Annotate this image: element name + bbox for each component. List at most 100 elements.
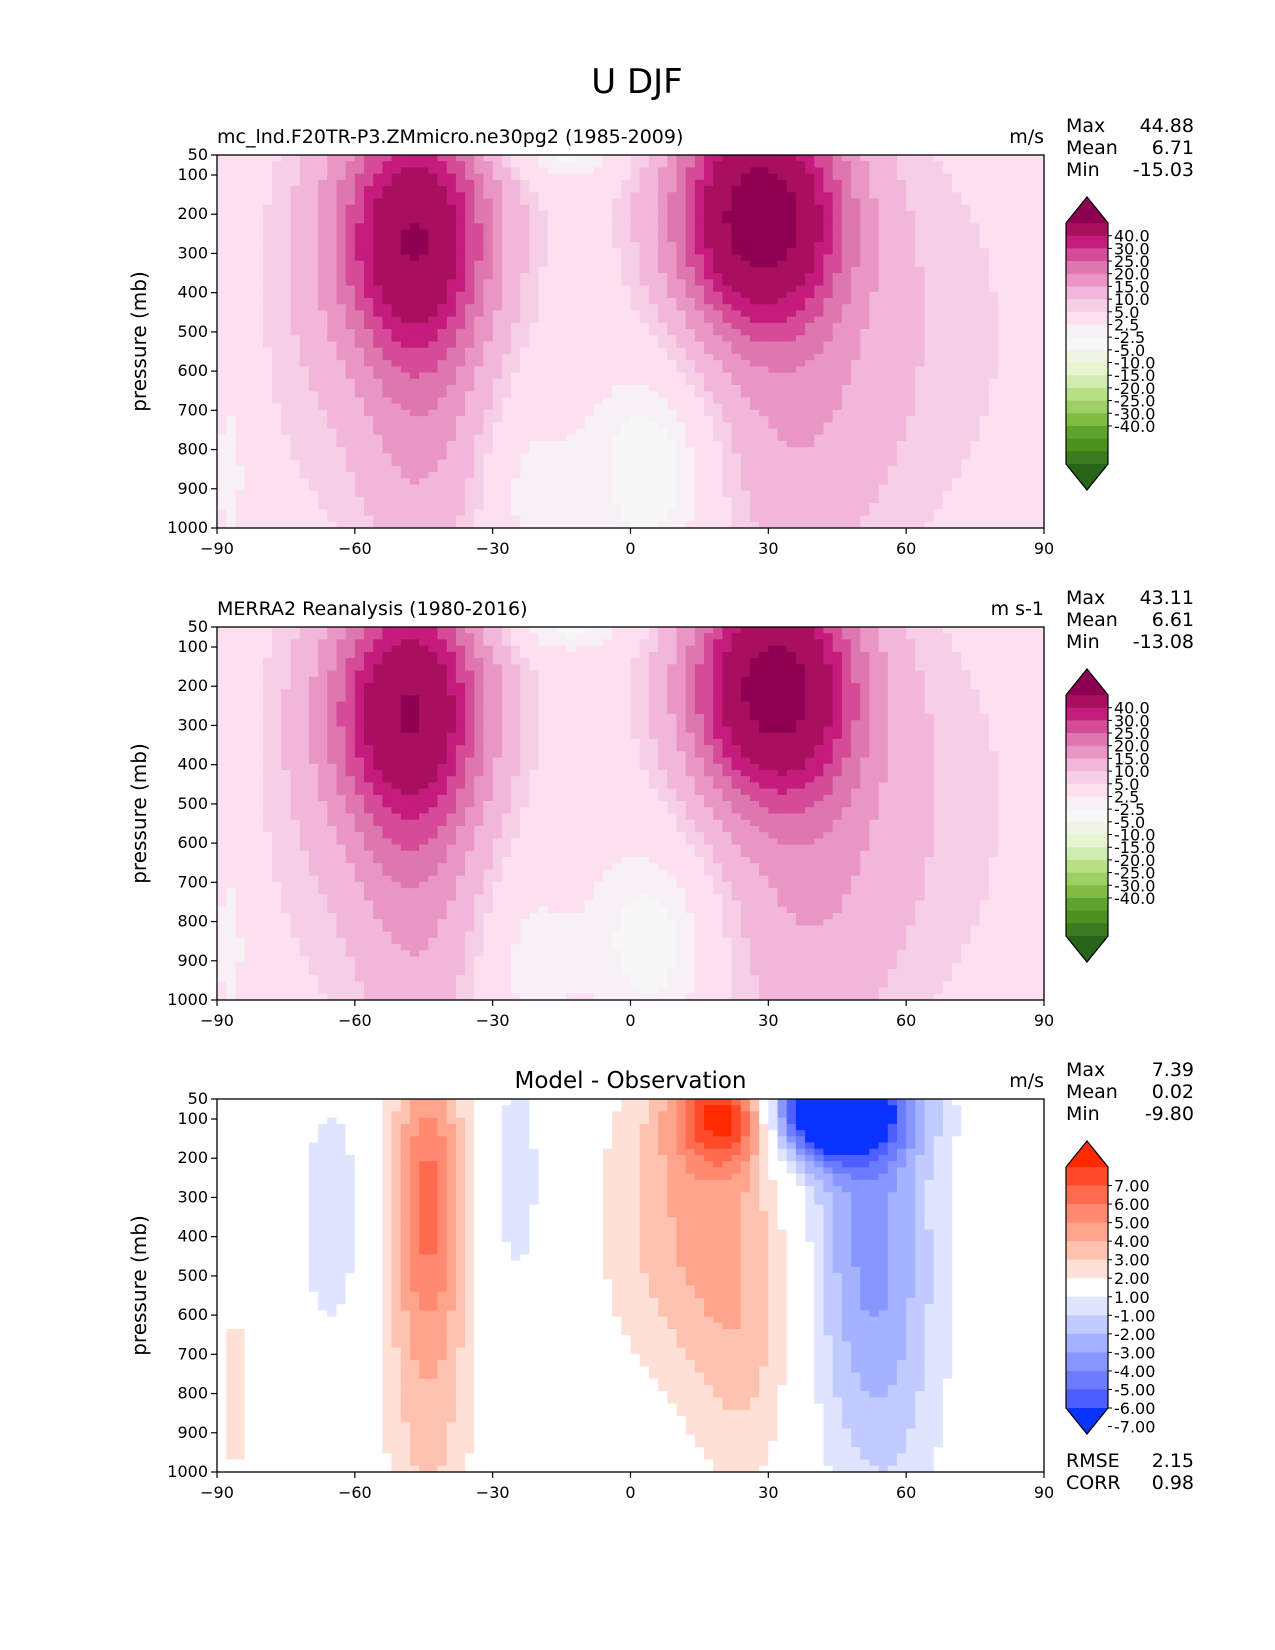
contour-cell — [814, 397, 825, 405]
contour-cell — [1007, 217, 1018, 224]
contour-cell — [566, 341, 576, 349]
contour-cell — [272, 428, 282, 436]
contour-cell — [979, 167, 990, 175]
contour-cell — [1007, 440, 1018, 448]
contour-cell — [795, 329, 806, 336]
contour-cell — [860, 316, 871, 324]
contour-cell — [501, 416, 512, 423]
contour-cell — [538, 496, 549, 504]
contour-cell — [400, 472, 411, 479]
contour-cell — [308, 291, 319, 299]
contour-cell — [694, 186, 705, 193]
contour-cell — [805, 279, 815, 287]
contour-cell — [795, 322, 806, 330]
contour-cell — [437, 484, 448, 492]
contour-cell — [520, 248, 531, 256]
contour-cell — [511, 179, 521, 187]
contour-cell — [915, 179, 926, 187]
contour-cell — [915, 490, 926, 498]
contour-cell — [768, 447, 779, 454]
contour-cell — [667, 440, 678, 448]
contour-cell — [896, 167, 907, 175]
contour-cell — [446, 316, 457, 324]
contour-cell — [400, 167, 411, 175]
contour-cell — [841, 409, 852, 417]
contour-cell — [933, 459, 944, 467]
contour-cell — [520, 310, 531, 318]
contour-cell — [382, 416, 393, 423]
contour-cell — [400, 478, 411, 486]
contour-cell — [364, 472, 374, 479]
contour-cell — [299, 496, 310, 504]
contour-cell — [529, 378, 540, 386]
contour-cell — [602, 360, 613, 367]
contour-cell — [520, 484, 531, 492]
contour-cell — [970, 416, 981, 423]
contour-cell — [575, 285, 586, 293]
contour-cell — [630, 186, 641, 193]
contour-cell — [308, 397, 319, 405]
contour-cell — [428, 385, 439, 392]
contour-cell — [483, 229, 494, 237]
contour-cell — [1007, 422, 1018, 430]
contour-cell — [226, 310, 236, 318]
contour-cell — [262, 335, 273, 343]
contour-cell — [1016, 366, 1027, 374]
contour-cell — [235, 329, 246, 336]
contour-cell — [786, 385, 797, 392]
contour-cell — [777, 248, 788, 256]
contour-cell — [924, 372, 935, 380]
contour-cell — [851, 459, 861, 467]
contour-cell — [612, 378, 622, 386]
contour-cell — [446, 353, 457, 361]
contour-cell — [226, 223, 236, 231]
contour-cell — [428, 242, 439, 249]
contour-cell — [961, 347, 972, 355]
contour-cell — [364, 285, 374, 293]
contour-cell — [832, 378, 843, 386]
contour-cell — [970, 204, 981, 212]
contour-cell — [851, 378, 861, 386]
contour-cell — [272, 235, 282, 243]
contour-cell — [795, 217, 806, 224]
contour-cell — [786, 372, 797, 380]
contour-cell — [428, 217, 439, 224]
contour-cell — [648, 341, 659, 349]
contour-cell — [483, 186, 494, 193]
contour-cell — [1007, 397, 1018, 405]
contour-cell — [244, 360, 255, 367]
contour-cell — [979, 266, 990, 274]
contour-cell — [244, 440, 255, 448]
contour-cell — [961, 242, 972, 249]
contour-cell — [400, 304, 411, 312]
contour-cell — [860, 434, 871, 442]
contour-cell — [924, 155, 935, 162]
contour-cell — [704, 490, 714, 498]
contour-cell — [262, 459, 273, 467]
contour-cell — [777, 304, 788, 312]
contour-cell — [391, 198, 402, 206]
contour-cell — [740, 409, 751, 417]
contour-cell — [290, 260, 301, 268]
contour-cell — [814, 447, 825, 454]
contour-cell — [722, 192, 733, 200]
contour-cell — [520, 179, 531, 187]
contour-cell — [492, 341, 503, 349]
contour-cell — [1025, 235, 1036, 243]
contour-cell — [832, 204, 843, 212]
contour-cell — [455, 204, 466, 212]
contour-cell — [915, 322, 926, 330]
contour-cell — [575, 434, 586, 442]
contour-cell — [952, 186, 962, 193]
contour-cell — [584, 254, 595, 262]
contour-cell — [749, 478, 760, 486]
contour-cell — [685, 366, 696, 374]
contour-cell — [281, 322, 292, 330]
contour-cell — [878, 273, 889, 280]
contour-cell — [896, 484, 907, 492]
contour-cell — [805, 465, 815, 473]
contour-cell — [961, 372, 972, 380]
contour-cell — [391, 260, 402, 268]
contour-cell — [805, 285, 815, 293]
contour-cell — [336, 459, 347, 467]
